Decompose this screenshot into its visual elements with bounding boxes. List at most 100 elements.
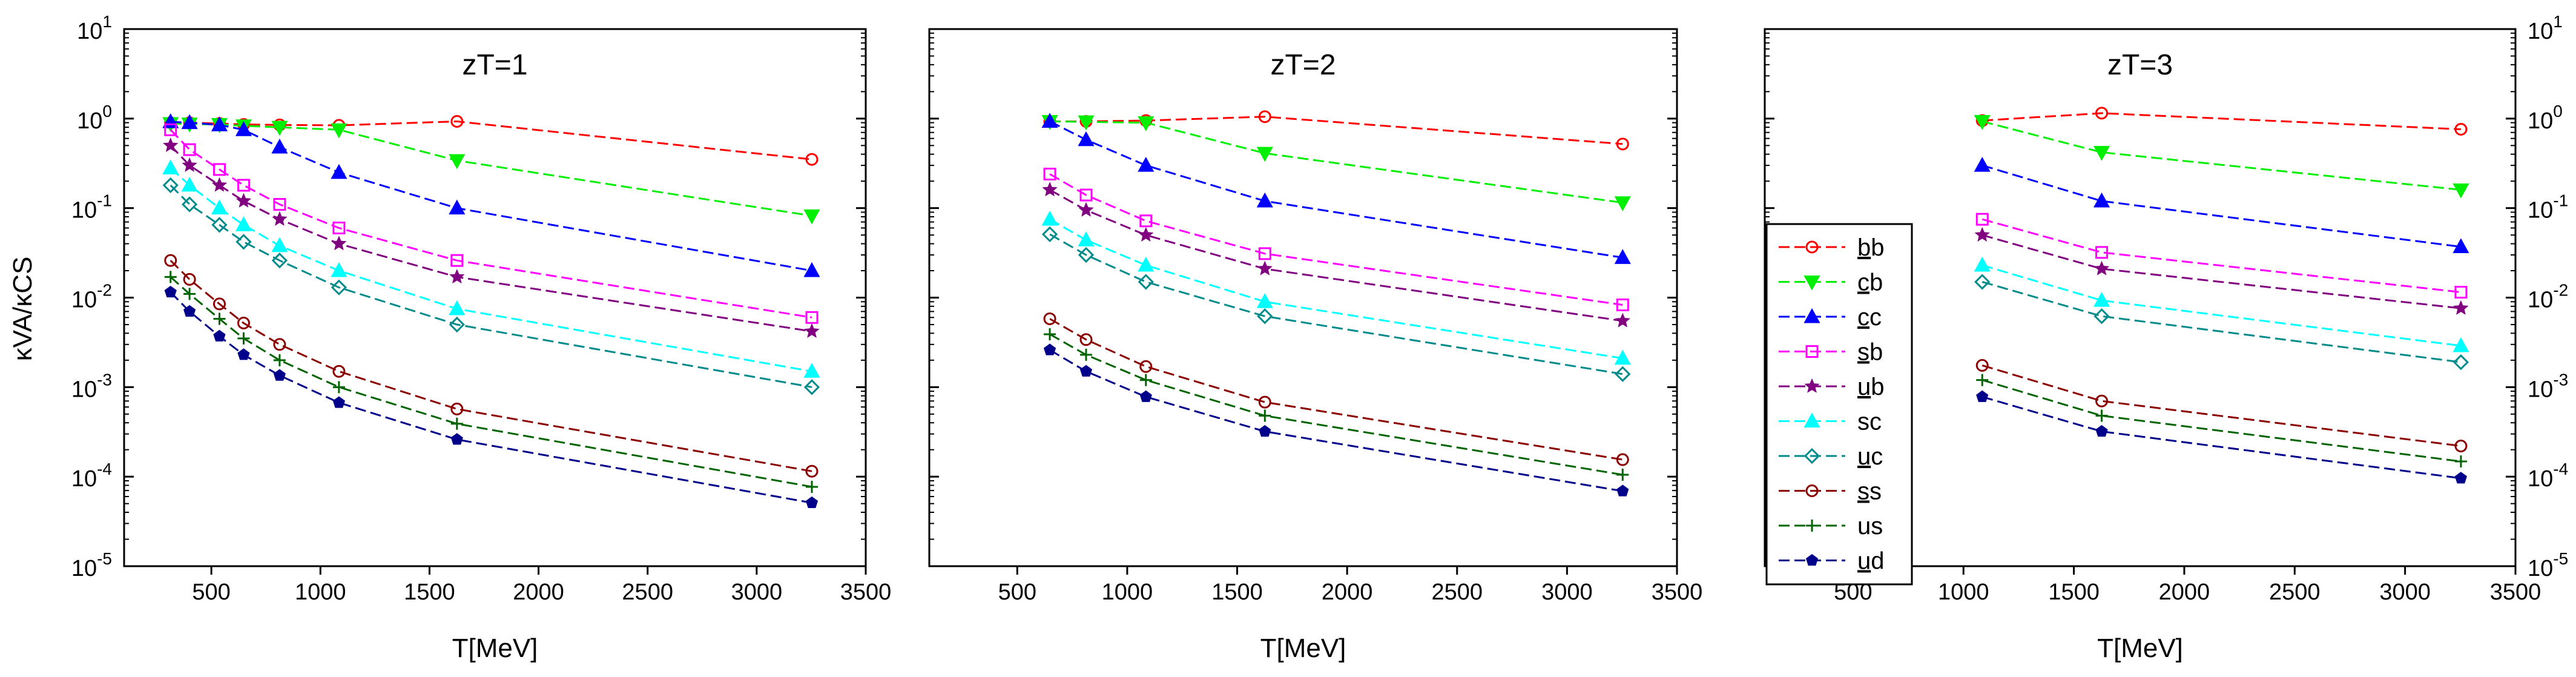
data-point-cc [2093,192,2110,208]
plot-frame [928,28,1678,567]
series-cc [1974,157,2469,254]
legend-marker-cc [1804,308,1820,323]
series-sc [1974,256,2469,352]
data-point-sb [183,143,196,156]
data-point-uc [1041,226,1058,243]
series-line-us [170,276,812,488]
y-tick-label: 100 [2528,102,2563,134]
series-line-uc [1981,281,2462,363]
data-point-uc [211,217,228,233]
series-line-ub [1049,189,1623,322]
data-point-sb [2454,286,2468,299]
x-tick-label: 3500 [1652,580,1703,605]
data-point-ud [1043,343,1056,355]
legend-marker-sb [1805,345,1819,358]
data-point-cc [449,199,466,215]
data-point-ss [237,316,250,329]
data-point-ub [1138,226,1154,242]
series-line-cb [170,122,812,217]
data-point-ss [805,464,819,478]
data-point-ss [273,338,286,351]
data-point-sb [273,198,286,211]
y-tick-label: 10-5 [2528,549,2568,581]
data-point-sb [1258,247,1271,260]
data-point-uc [1974,274,1991,290]
data-point-cc [1614,249,1631,264]
data-point-ss [450,402,464,415]
data-point-ud [1139,390,1152,402]
data-point-uc [803,379,820,395]
series-line-sc [1049,218,1623,360]
legend-entry-sb: sb [1779,339,1883,366]
series-cb [1974,114,2469,199]
data-point-ss [1043,312,1056,325]
series-line-ud [1981,395,2462,480]
data-point-ub [449,269,465,284]
legend-label-cb: cb [1857,269,1883,296]
x-tick-label: 1500 [2048,580,2100,605]
legend-entry-ub: ub [1779,374,1885,400]
legend-marker-ud [1805,553,1819,566]
data-point-ub [804,323,820,338]
data-point-cc [1974,157,1991,172]
data-point-sc [162,159,179,175]
data-point-uc [1615,366,1631,382]
series-ss [1975,358,2468,453]
data-point-cc [1256,192,1273,208]
x-tick-label: 2500 [622,580,673,605]
data-point-bb [450,114,464,128]
data-point-us [164,271,177,283]
y-tick-label: 10-5 [71,549,112,581]
data-point-us [273,354,286,366]
series-line-ss [170,260,812,472]
data-point-sc [211,199,228,215]
data-point-cc [1078,131,1095,147]
x-tick-label: 3500 [840,580,892,605]
y-tick-label: 10-4 [71,460,112,492]
data-point-ss [1616,453,1629,466]
series-sb [164,123,819,324]
data-point-ub [331,236,347,251]
data-point-cb [803,209,820,225]
data-point-us [2095,409,2108,422]
data-point-cc [1138,157,1155,172]
data-point-ss [2095,394,2109,408]
data-point-ub [1615,312,1630,328]
data-point-bb [1258,110,1271,124]
series-line-us [1981,379,2462,463]
series-ss [1043,312,1629,466]
x-axis-title: T[MeV] [452,633,538,663]
data-point-sc [803,363,820,378]
data-point-cb [1078,115,1095,131]
x-tick-label: 2000 [1322,580,1373,605]
series-sb [1975,213,2468,299]
series-line-sc [1981,264,2462,347]
series-line-sb [1049,173,1623,306]
data-point-us [1079,348,1092,361]
data-point-sb [1975,213,1989,226]
legend: bb cb cc sb ub sc uc ss us ud [1765,223,1913,586]
data-point-ud [332,396,345,408]
legend-entry-cc: cc [1779,304,1882,331]
data-point-ud [2454,472,2467,484]
data-point-uc [1257,308,1273,325]
x-tick-label: 3000 [2379,580,2431,605]
y-tick-label: 10-2 [71,281,112,313]
series-ub [163,137,820,338]
legend-label-ub: ub [1857,374,1885,400]
data-point-bb [805,153,819,166]
data-point-sb [1616,298,1629,311]
data-point-ud [1259,424,1271,437]
data-point-sb [450,254,464,267]
series-us [1044,328,1629,481]
series-line-ub [1981,234,2462,309]
data-point-cc [1041,113,1058,128]
data-point-sc [1041,211,1058,226]
data-point-uc [181,196,198,213]
data-point-ss [164,254,177,267]
data-point-ud [273,369,286,381]
series-cc [1041,113,1631,264]
data-point-ud [183,305,196,317]
data-point-ud [2095,424,2108,437]
x-tick-label: 2500 [2269,580,2321,605]
